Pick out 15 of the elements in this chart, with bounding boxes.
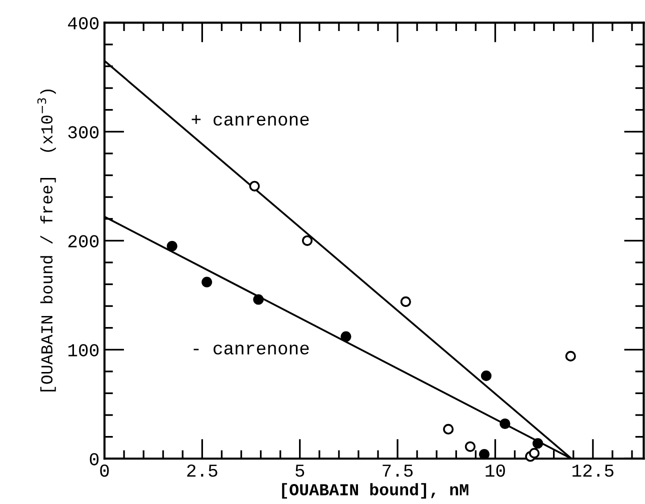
y-tick-label: 0	[90, 453, 99, 466]
y-tick-label: 300	[68, 126, 99, 138]
y-tick-label: 200	[68, 235, 99, 248]
x-tick-label: 2.5	[187, 464, 218, 477]
y-axis-title: [OUABAIN bound / free] (x10$^{−3}$)	[37, 90, 56, 392]
x-tick-label: 0	[100, 464, 109, 477]
x-tick-label: 10	[486, 464, 505, 477]
x-tick-label: 7.5	[382, 464, 413, 477]
y-tick-label: 400	[68, 17, 99, 30]
annotation: - canrenone	[194, 344, 309, 354]
y-tick-label: 100	[68, 344, 99, 356]
x-axis-title: [OUABAIN bound], nM	[282, 483, 468, 499]
x-tick-label: 5	[296, 464, 304, 477]
annotation: + canrenone	[192, 115, 309, 126]
x-tick-label: 12.5	[572, 464, 614, 477]
